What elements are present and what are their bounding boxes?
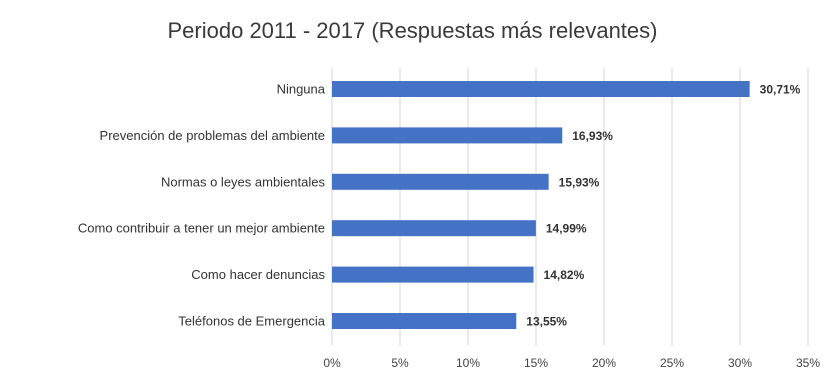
x-tick-label: 5% xyxy=(391,356,409,370)
category-label: Normas o leyes ambientales xyxy=(161,174,326,189)
bar xyxy=(332,313,517,329)
x-tick-label: 20% xyxy=(592,356,616,370)
category-label: Teléfonos de Emergencia xyxy=(178,314,325,329)
category-label: Como contribuir a tener un mejor ambient… xyxy=(78,221,325,236)
bar xyxy=(332,266,534,283)
value-label: 14,99% xyxy=(546,222,587,236)
x-tick-label: 35% xyxy=(796,356,820,370)
x-tick-label: 25% xyxy=(660,356,684,370)
value-label: 30,71% xyxy=(760,83,801,97)
bar xyxy=(332,220,536,237)
category-label: Como hacer denuncias xyxy=(191,267,325,282)
bar xyxy=(332,173,549,190)
chart-title: Periodo 2011 - 2017 (Respuestas más rele… xyxy=(167,18,658,43)
x-tick-label: 10% xyxy=(456,356,480,370)
bar xyxy=(332,127,563,144)
x-tick-label: 0% xyxy=(323,356,341,370)
category-label: Ninguna xyxy=(277,82,326,97)
bar xyxy=(332,81,750,97)
category-label: Prevención de problemas del ambiente xyxy=(100,128,325,143)
value-label: 14,82% xyxy=(544,268,585,282)
value-label: 13,55% xyxy=(526,315,567,329)
x-tick-label: 30% xyxy=(728,356,752,370)
value-label: 16,93% xyxy=(572,129,613,143)
value-label: 15,93% xyxy=(559,175,600,189)
x-tick-label: 15% xyxy=(524,356,548,370)
